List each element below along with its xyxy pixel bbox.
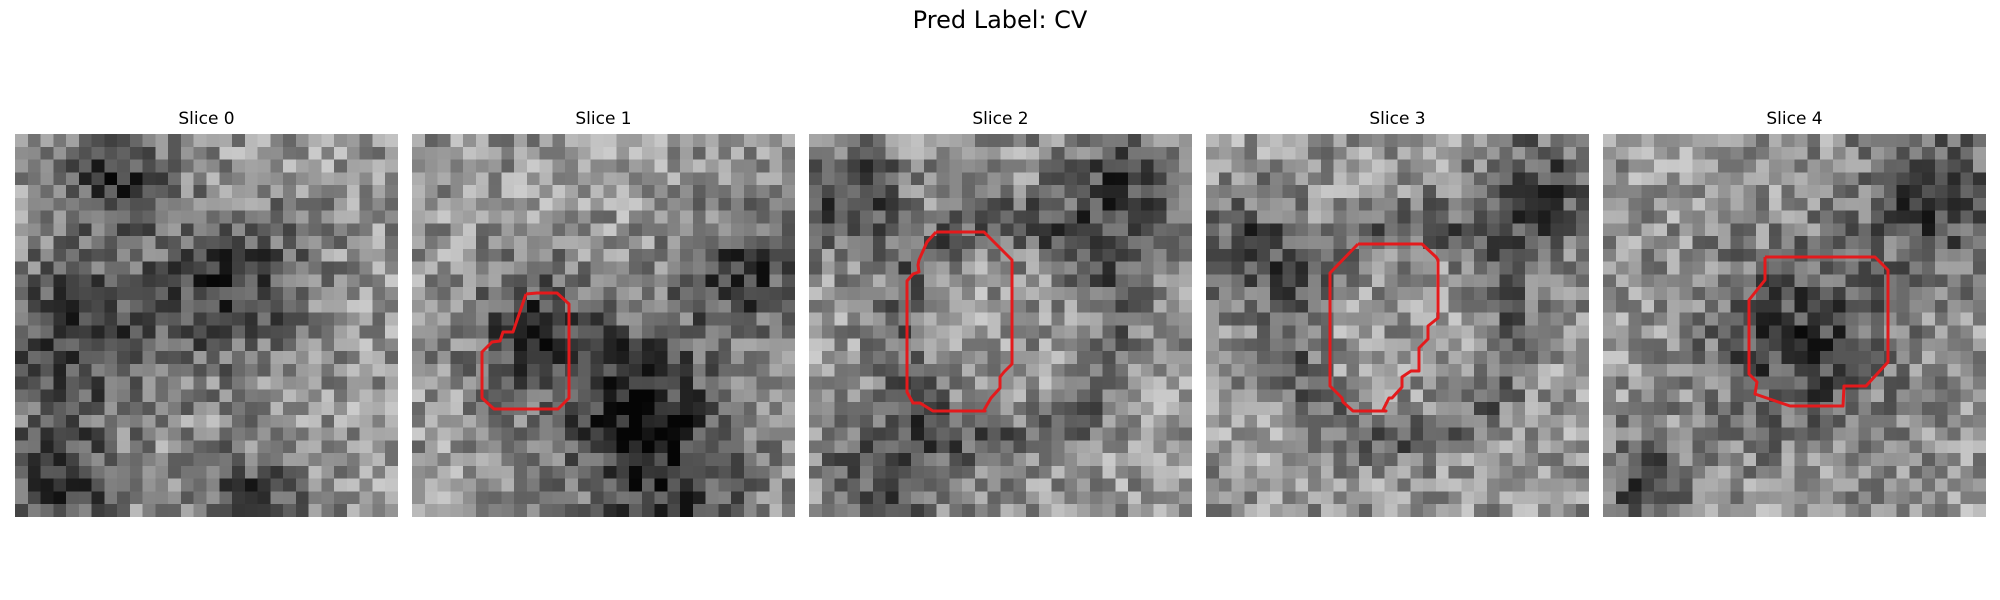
- contour-line: [905, 230, 1014, 413]
- figure-title: Pred Label: CV: [912, 6, 1088, 34]
- slice-image: [809, 134, 1192, 517]
- slice-image: [412, 134, 795, 517]
- slice-image: [1603, 134, 1986, 517]
- slice-panel-2: Slice 2: [809, 108, 1192, 517]
- slice-image: [1206, 134, 1589, 517]
- slice-title: Slice 0: [178, 109, 235, 129]
- slice-title: Slice 3: [1369, 109, 1426, 129]
- slice-title: Slice 2: [972, 109, 1029, 129]
- contour-line: [480, 291, 571, 411]
- slice-pixels: [1603, 134, 1986, 517]
- segmentation-contour: [905, 230, 1014, 413]
- segmentation-contour: [480, 291, 571, 411]
- slice-panel-4: Slice 4: [1603, 108, 1986, 517]
- slice-pixels: [1206, 134, 1589, 517]
- segmentation-contour: [1747, 255, 1890, 408]
- slice-pixels: [809, 134, 1192, 517]
- slice-title: Slice 4: [1766, 109, 1823, 129]
- slice-title: Slice 1: [575, 109, 632, 129]
- slice-panel-0: Slice 0: [15, 108, 398, 517]
- contour-line: [1747, 255, 1890, 408]
- contour-line: [1328, 242, 1440, 413]
- slice-panel-3: Slice 3: [1206, 108, 1589, 517]
- segmentation-contour: [1328, 242, 1440, 413]
- slice-panel-1: Slice 1: [412, 108, 795, 517]
- slice-pixels: [412, 134, 795, 517]
- slice-image: [15, 134, 398, 517]
- slice-pixels: [15, 134, 398, 517]
